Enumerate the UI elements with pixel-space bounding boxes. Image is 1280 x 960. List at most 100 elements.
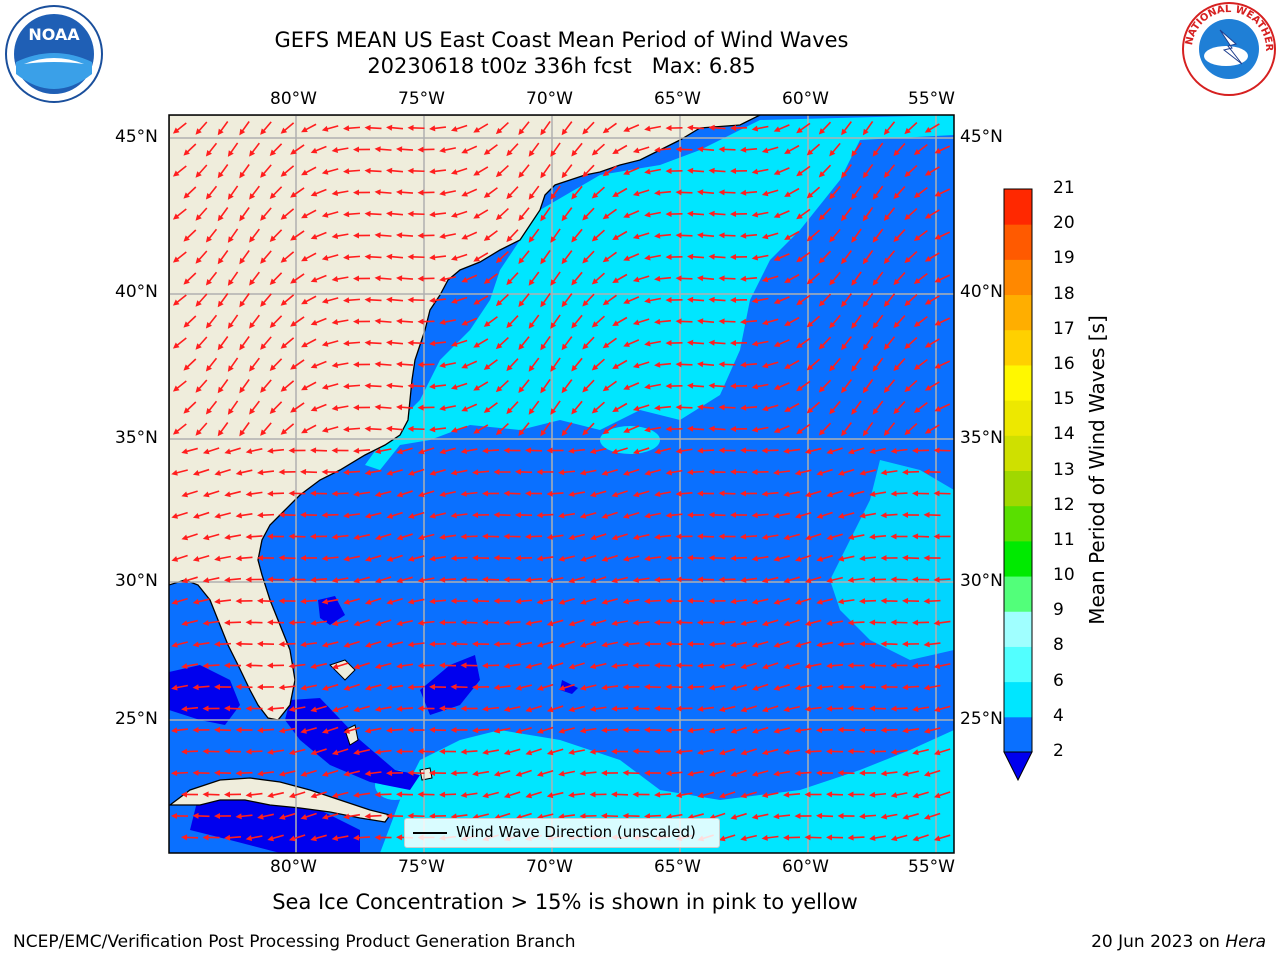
direction-arrow (482, 490, 500, 497)
direction-arrow (278, 469, 296, 476)
direction-arrow (933, 576, 951, 583)
direction-arrow (665, 211, 683, 218)
direction-arrow (804, 748, 822, 755)
direction-arrow (632, 146, 650, 154)
direction-arrow (267, 791, 284, 799)
direction-arrow (602, 337, 617, 349)
direction-arrow (386, 167, 404, 174)
direction-arrow (195, 121, 208, 135)
direction-arrow (623, 425, 640, 433)
direction-arrow (622, 555, 640, 562)
colorbar (1003, 188, 1033, 782)
direction-arrow (783, 619, 800, 627)
direction-arrow (883, 207, 896, 222)
direction-arrow (374, 706, 392, 713)
direction-arrow (472, 512, 490, 519)
direction-arrow (331, 748, 349, 756)
direction-arrow (300, 727, 317, 734)
direction-arrow (923, 769, 941, 777)
lon-label-bottom: 80°W (270, 857, 317, 877)
plot-subtitle-forecast: 20230618 t00z 336h fcst Max: 6.85 (367, 54, 756, 78)
direction-arrow (217, 379, 229, 394)
direction-arrow (665, 727, 683, 734)
direction-arrow (528, 228, 540, 243)
direction-arrow (773, 813, 791, 820)
direction-arrow (847, 748, 865, 755)
lat-label-left: 40°N (115, 282, 158, 302)
direction-arrow (310, 490, 328, 497)
direction-arrow (195, 379, 208, 393)
direction-arrow (460, 533, 478, 540)
direction-arrow (439, 791, 457, 798)
direction-arrow (396, 447, 413, 455)
direction-arrow (495, 293, 509, 307)
direction-arrow (687, 167, 705, 174)
direction-arrow (374, 146, 392, 153)
direction-arrow (665, 813, 683, 820)
direction-arrow (343, 512, 361, 519)
direction-arrow (249, 357, 260, 372)
direction-arrow (171, 554, 188, 562)
direction-arrow (675, 533, 693, 540)
direction-arrow (257, 512, 275, 519)
direction-arrow (773, 512, 791, 519)
direction-arrow (343, 813, 361, 820)
direction-arrow (883, 293, 896, 308)
direction-arrow (571, 357, 583, 372)
bahamas-east-below-2s (420, 655, 480, 715)
direction-arrow (280, 337, 295, 349)
direction-arrow (913, 272, 928, 284)
direction-arrow (331, 835, 349, 842)
colorbar-tick-label: 17 (1053, 318, 1075, 339)
direction-arrow (934, 274, 951, 283)
direction-arrow (829, 357, 841, 372)
direction-arrow (396, 791, 414, 798)
direction-arrow (461, 274, 478, 283)
direction-arrow (227, 185, 239, 200)
direction-arrow (687, 512, 705, 519)
direction-arrow (260, 207, 272, 221)
direction-arrow (217, 121, 229, 136)
direction-arrow (515, 726, 532, 734)
direction-arrow (783, 705, 800, 713)
direction-arrow (450, 296, 468, 304)
direction-arrow (417, 275, 435, 282)
direction-arrow (224, 447, 241, 455)
direction-arrow (751, 683, 769, 691)
direction-arrow (804, 791, 822, 798)
direction-arrow (697, 662, 715, 669)
direction-arrow (558, 597, 575, 605)
direction-arrow (550, 228, 561, 243)
direction-arrow (751, 469, 769, 476)
colorbar-tick-label: 9 (1053, 600, 1064, 621)
colorbar-tick-label: 12 (1053, 494, 1075, 515)
direction-arrow (783, 447, 801, 454)
direction-arrow (257, 684, 275, 691)
direction-arrow (257, 597, 275, 604)
direction-arrow (794, 554, 812, 562)
direction-arrow (288, 706, 306, 713)
direction-arrow (396, 576, 413, 584)
direction-arrow (837, 769, 855, 776)
direction-arrow (493, 554, 511, 561)
direction-arrow (893, 272, 906, 286)
direction-arrow (773, 770, 791, 777)
direction-arrow (708, 124, 726, 131)
direction-arrow (183, 315, 197, 328)
direction-arrow (601, 554, 618, 562)
direction-arrow (493, 468, 511, 475)
direction-arrow (364, 124, 382, 131)
direction-arrow (665, 512, 683, 519)
direction-arrow (872, 185, 884, 200)
direction-arrow (751, 168, 769, 175)
direction-arrow (816, 641, 834, 648)
direction-arrow (183, 358, 197, 371)
direction-arrow (612, 273, 628, 283)
direction-arrow (278, 684, 296, 691)
direction-arrow (280, 165, 295, 177)
direction-arrow (761, 748, 779, 756)
direction-arrow (202, 705, 220, 712)
direction-arrow (518, 422, 530, 437)
direction-arrow (697, 447, 715, 454)
direction-arrow (429, 297, 447, 304)
